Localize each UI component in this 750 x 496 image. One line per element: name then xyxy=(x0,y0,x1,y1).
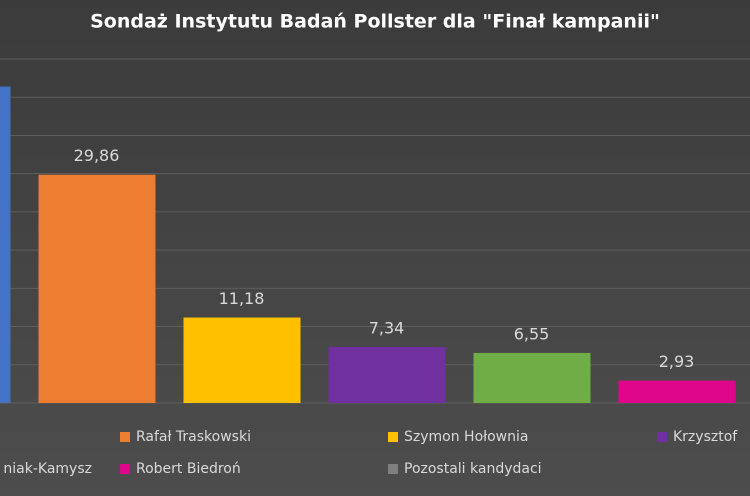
chart-title: Sondaż Instytutu Badań Pollster dla "Fin… xyxy=(90,11,660,33)
data-label: 7,34 xyxy=(369,318,405,337)
bar xyxy=(38,174,156,403)
legend-label: Szymon Hołownia xyxy=(404,429,528,445)
data-label: 11,18 xyxy=(219,289,265,308)
legend-label: Robert Biedroń xyxy=(136,461,241,477)
legend-marker xyxy=(388,464,398,474)
legend-marker xyxy=(120,432,130,442)
data-label: 29,86 xyxy=(74,146,120,165)
bar xyxy=(473,352,591,403)
bar xyxy=(618,380,736,403)
bar xyxy=(328,346,446,403)
legend-marker xyxy=(657,432,667,442)
legend-marker xyxy=(120,464,130,474)
legend-label: Pozostali kandydaci xyxy=(404,461,542,477)
data-label: 2,93 xyxy=(659,352,695,371)
data-label: 6,55 xyxy=(514,324,550,343)
bar xyxy=(0,86,11,404)
legend-label: Rafał Traskowski xyxy=(136,429,251,445)
bar xyxy=(183,317,301,403)
legend-label: Krzysztof xyxy=(673,429,738,445)
legend-label: niak-Kamysz xyxy=(3,461,92,477)
legend-marker xyxy=(388,432,398,442)
